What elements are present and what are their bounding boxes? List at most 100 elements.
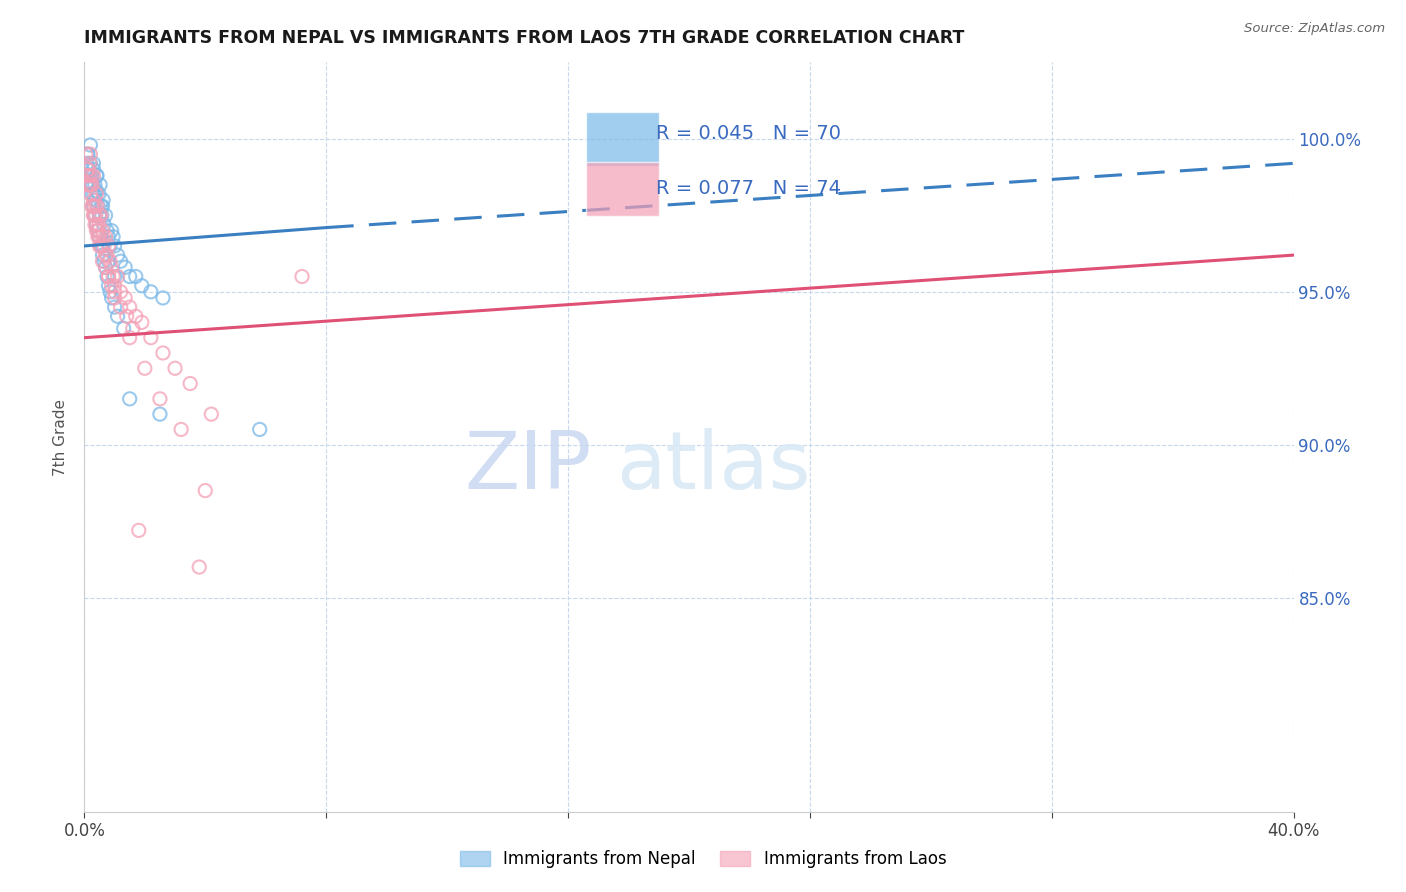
Point [98, 254, 121, 268]
Point [97, 229, 120, 244]
Point [94, 260, 117, 275]
Point [79, 186, 101, 201]
Point [84, 208, 107, 222]
Point [80, 169, 103, 183]
Point [107, 248, 129, 262]
Point [90, 208, 112, 222]
Point [131, 278, 153, 293]
Point [76, 169, 98, 183]
Point [125, 310, 148, 324]
Point [97, 269, 120, 284]
Point [107, 310, 129, 324]
Point [87, 186, 110, 201]
Point [76, 162, 98, 177]
Point [80, 178, 103, 192]
Point [100, 291, 122, 305]
Point [93, 254, 115, 268]
Point [77, 162, 100, 177]
Point [91, 254, 114, 268]
Point [80, 199, 103, 213]
Point [101, 269, 124, 284]
Point [104, 291, 127, 305]
Point [94, 260, 117, 275]
FancyBboxPatch shape [586, 162, 659, 216]
Point [87, 224, 110, 238]
Point [76, 178, 98, 192]
Point [77, 147, 100, 161]
Point [118, 269, 141, 284]
Point [82, 199, 104, 213]
Point [86, 169, 108, 183]
Point [291, 269, 314, 284]
Point [75, 147, 97, 161]
Text: IMMIGRANTS FROM NEPAL VS IMMIGRANTS FROM LAOS 7TH GRADE CORRELATION CHART: IMMIGRANTS FROM NEPAL VS IMMIGRANTS FROM… [84, 29, 965, 47]
Point [131, 315, 153, 329]
Point [79, 169, 101, 183]
Point [97, 269, 120, 284]
Point [82, 208, 104, 222]
Point [134, 361, 156, 376]
Point [86, 218, 108, 232]
Point [104, 278, 127, 293]
Point [89, 229, 111, 244]
Point [90, 208, 112, 222]
Point [94, 248, 117, 262]
Point [90, 239, 112, 253]
Point [121, 321, 143, 335]
Point [77, 178, 100, 192]
Point [93, 239, 115, 253]
Point [91, 193, 114, 207]
Point [118, 331, 141, 345]
Point [96, 248, 118, 262]
Point [84, 199, 107, 213]
Point [97, 239, 120, 253]
Point [80, 169, 103, 183]
Point [79, 156, 101, 170]
Point [112, 321, 135, 335]
Point [89, 208, 111, 222]
Point [149, 407, 172, 421]
Point [194, 483, 217, 498]
Point [170, 422, 193, 436]
Point [79, 138, 101, 153]
Point [139, 331, 162, 345]
Point [77, 162, 100, 177]
Text: R = 0.045   N = 70: R = 0.045 N = 70 [657, 124, 841, 143]
Text: R = 0.077   N = 74: R = 0.077 N = 74 [657, 178, 841, 198]
Point [87, 218, 110, 232]
Point [76, 169, 98, 183]
Point [98, 239, 121, 253]
Point [96, 224, 118, 238]
Point [96, 269, 118, 284]
Point [107, 269, 129, 284]
FancyBboxPatch shape [586, 112, 659, 166]
Point [115, 310, 138, 324]
Point [152, 346, 174, 360]
Point [79, 156, 101, 170]
Point [84, 178, 107, 192]
Text: Source: ZipAtlas.com: Source: ZipAtlas.com [1244, 22, 1385, 36]
Point [100, 278, 122, 293]
Point [86, 184, 108, 198]
Point [93, 218, 115, 232]
Point [91, 239, 114, 253]
Point [179, 376, 201, 391]
Point [86, 199, 108, 213]
Point [77, 162, 100, 177]
Point [84, 193, 107, 207]
Point [91, 199, 114, 213]
Point [86, 186, 108, 201]
Point [90, 199, 112, 213]
Point [89, 239, 111, 253]
Point [114, 260, 136, 275]
Point [83, 186, 105, 201]
Point [82, 162, 104, 177]
Point [110, 254, 132, 268]
Point [90, 239, 112, 253]
Point [86, 218, 108, 232]
Point [84, 218, 107, 232]
Point [200, 407, 222, 421]
Point [82, 169, 104, 183]
Point [84, 208, 107, 222]
Point [118, 392, 141, 406]
